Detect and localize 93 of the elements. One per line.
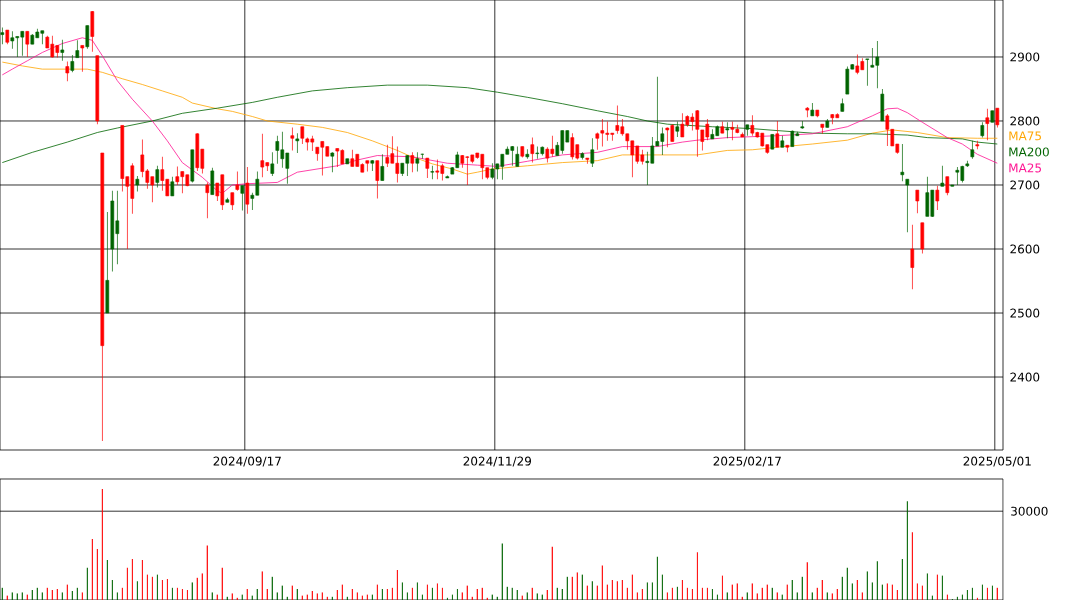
y-tick-label: 2400 — [1010, 372, 1040, 382]
candlestick — [580, 152, 585, 160]
y-tick-label: 2500 — [1010, 308, 1040, 318]
candlestick — [240, 185, 245, 211]
y-tick-label: 2900 — [1010, 52, 1040, 62]
candlestick — [345, 158, 350, 165]
x-tick-label: 2025/05/01 — [963, 456, 1031, 467]
candlestick — [30, 33, 35, 45]
candlestick — [545, 147, 550, 163]
candlestick — [975, 140, 980, 150]
candlestick — [365, 160, 370, 172]
candlestick — [785, 145, 790, 153]
candlestick — [410, 152, 415, 173]
candlestick — [460, 154, 465, 168]
candlestick — [950, 184, 955, 187]
x-tick-label: 2024/11/29 — [463, 456, 532, 467]
candlestick — [435, 159, 440, 180]
x-tick-label: 2024/09/17 — [213, 456, 281, 467]
candlestick — [780, 135, 785, 148]
candlestick — [720, 121, 725, 134]
candlestick — [65, 61, 70, 82]
candlestick — [740, 132, 745, 138]
candlestick — [80, 45, 85, 72]
candlestick — [955, 167, 960, 185]
candlestick — [60, 39, 65, 61]
candlestick — [990, 110, 995, 123]
candlestick — [985, 108, 990, 141]
candlestick — [520, 146, 525, 158]
candlestick — [885, 113, 890, 146]
candlestick — [205, 182, 210, 219]
candlestick — [810, 103, 815, 117]
candlestick — [425, 157, 430, 178]
series-label: MA25 — [1009, 163, 1041, 173]
candlestick — [820, 123, 825, 134]
series-label: MA200 — [1009, 147, 1049, 157]
candlestick — [295, 133, 300, 153]
candlestick — [590, 138, 595, 168]
candlestick — [805, 106, 810, 118]
candlestick — [710, 129, 715, 140]
candlestick — [730, 121, 735, 141]
candlestick — [300, 126, 305, 145]
candlestick — [490, 163, 495, 180]
candlestick — [870, 48, 875, 68]
candlestick — [170, 176, 175, 197]
x-tick-label: 2025/02/17 — [713, 456, 781, 467]
y-tick-label: 2800 — [1010, 116, 1040, 126]
candlestick — [825, 119, 830, 128]
candlestick — [745, 124, 750, 136]
candlestick — [270, 152, 275, 177]
y-tick-label: 2600 — [1010, 244, 1040, 254]
candlestick — [840, 98, 845, 112]
candlestick — [595, 132, 600, 150]
candlestick — [680, 113, 685, 138]
candlestick — [830, 113, 835, 125]
candlestick — [775, 120, 780, 148]
candlestick — [350, 149, 355, 167]
candlestick — [815, 109, 820, 118]
candlestick — [385, 144, 390, 168]
candlestick — [535, 146, 540, 159]
candlestick — [615, 105, 620, 134]
candlestick — [175, 166, 180, 185]
candlestick — [415, 152, 420, 172]
candlestick — [5, 29, 10, 45]
candlestick — [855, 54, 860, 75]
candlestick — [330, 152, 335, 173]
text: 30000 — [1011, 506, 1048, 516]
candlestick — [290, 127, 295, 151]
candlestick — [260, 133, 265, 178]
candlestick — [430, 165, 435, 180]
candlestick — [935, 185, 940, 210]
candlestick — [370, 160, 375, 171]
candlestick — [940, 165, 945, 187]
candlestick — [335, 148, 340, 168]
candlestick — [235, 171, 240, 191]
candlestick — [725, 122, 730, 139]
series-label: MA75 — [1009, 131, 1041, 141]
candlestick — [135, 176, 140, 192]
candlestick — [905, 178, 910, 233]
candlestick — [675, 121, 680, 137]
candlestick — [770, 134, 775, 150]
candlestick — [865, 58, 870, 86]
candlestick — [800, 120, 805, 129]
candlestick — [665, 127, 670, 148]
candlestick — [585, 157, 590, 164]
y-tick-label: 2700 — [1010, 180, 1040, 190]
candlestick — [790, 130, 795, 147]
candlestick — [915, 189, 920, 214]
candlestick — [445, 175, 450, 179]
candlestick — [750, 115, 755, 136]
candlestick — [10, 31, 15, 49]
candlestick — [965, 160, 970, 168]
candlestick — [225, 197, 230, 203]
candlestick — [0, 27, 5, 45]
